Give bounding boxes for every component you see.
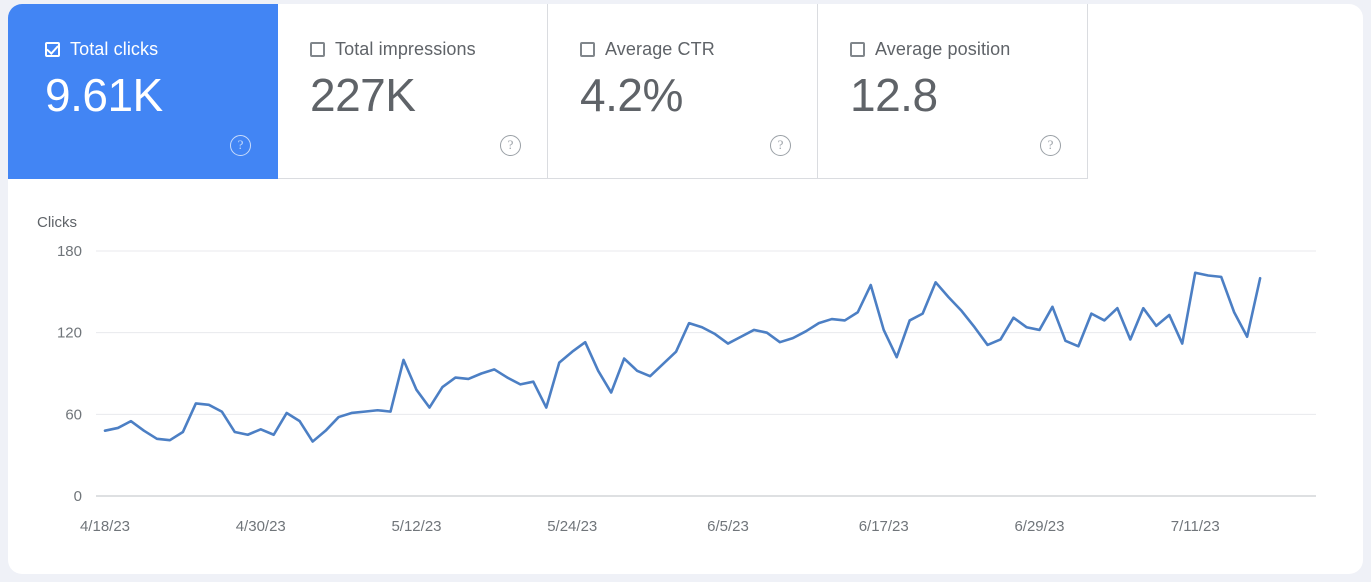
metric-label: Average position xyxy=(875,38,1011,59)
metric-cards-row: Total clicks 9.61K ? Total impressions 2… xyxy=(8,4,1088,179)
checkbox-total-clicks[interactable] xyxy=(45,41,60,57)
x-axis-tick-label: 6/17/23 xyxy=(859,518,909,535)
y-axis-tick-label: 60 xyxy=(65,406,82,423)
performance-panel: Total clicks 9.61K ? Total impressions 2… xyxy=(8,4,1363,574)
clicks-chart: Clicks 0 60 120 180 4/18/23 4/30/23 5/12/23 5/2… xyxy=(8,179,1363,574)
metric-label: Average CTR xyxy=(605,38,715,59)
metric-value: 227K xyxy=(310,69,416,121)
metric-card-header: Average CTR xyxy=(580,38,817,60)
check-icon xyxy=(46,41,59,55)
clicks-data-line xyxy=(103,271,1262,443)
metric-value: 4.2% xyxy=(580,69,683,121)
metric-value: 12.8 xyxy=(850,69,938,121)
clicks-line-chart-svg: 0 60 120 180 4/18/23 4/30/23 5/12/23 5/24/23 6/5… xyxy=(57,243,1316,535)
help-icon[interactable]: ? xyxy=(770,135,791,156)
chart-y-axis-title: Clicks xyxy=(37,214,77,231)
metric-card-header: Total impressions xyxy=(310,38,547,60)
help-icon[interactable]: ? xyxy=(230,135,251,156)
x-axis-tick-label: 7/11/23 xyxy=(1171,518,1220,535)
y-axis-tick-label: 0 xyxy=(74,488,82,505)
x-axis-tick-label: 6/5/23 xyxy=(707,518,749,535)
metric-value: 9.61K xyxy=(45,69,163,121)
metric-card-average-ctr[interactable]: Average CTR 4.2% ? xyxy=(548,4,818,179)
metric-card-header: Average position xyxy=(850,38,1087,60)
y-axis-tick-label: 120 xyxy=(57,325,82,342)
x-axis-tick-label: 5/24/23 xyxy=(547,518,597,535)
checkbox-average-ctr[interactable] xyxy=(580,41,595,57)
metric-card-average-position[interactable]: Average position 12.8 ? xyxy=(818,4,1088,179)
metric-card-header: Total clicks xyxy=(45,38,277,60)
metric-card-total-impressions[interactable]: Total impressions 227K ? xyxy=(278,4,548,179)
metric-label: Total impressions xyxy=(335,38,476,59)
x-axis-tick-label: 5/12/23 xyxy=(391,518,441,535)
x-axis-tick-label: 4/30/23 xyxy=(236,518,286,535)
metric-label: Total clicks xyxy=(70,38,159,59)
x-axis-tick-label: 6/29/23 xyxy=(1014,518,1064,535)
y-axis-tick-label: 180 xyxy=(57,243,82,260)
checkbox-total-impressions[interactable] xyxy=(310,41,325,57)
help-icon[interactable]: ? xyxy=(500,135,521,156)
metric-card-total-clicks[interactable]: Total clicks 9.61K ? xyxy=(8,4,278,179)
x-axis-tick-label: 4/18/23 xyxy=(80,518,130,535)
checkbox-average-position[interactable] xyxy=(850,41,865,57)
help-icon[interactable]: ? xyxy=(1040,135,1061,156)
